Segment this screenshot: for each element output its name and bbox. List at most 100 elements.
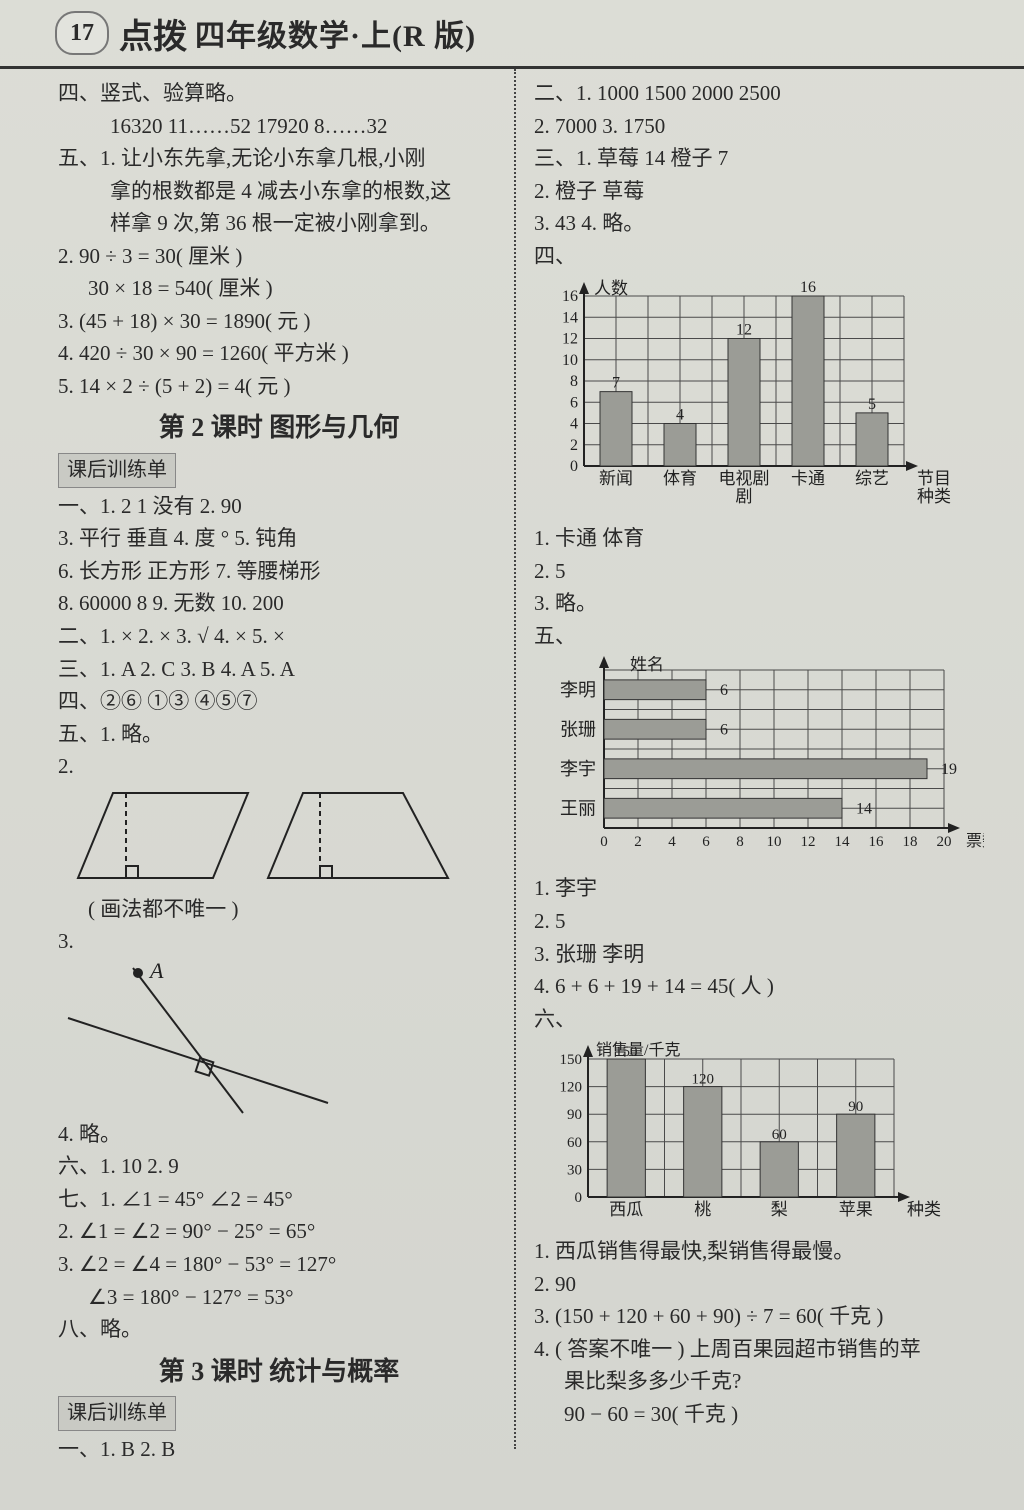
text-line: ∠3 = 180° − 127° = 53° <box>58 1281 500 1314</box>
text-line: 七、1. ∠1 = 45° ∠2 = 45° <box>58 1183 500 1216</box>
shapes-figure <box>58 783 458 893</box>
section-title: 第 3 课时 统计与概率 <box>58 1352 500 1392</box>
text-line: 2. 5 <box>534 555 984 588</box>
text-line: 2. 橙子 草莓 <box>534 175 984 208</box>
svg-text:综艺: 综艺 <box>855 469 889 488</box>
svg-text:8: 8 <box>570 373 578 390</box>
svg-text:12: 12 <box>736 322 752 339</box>
svg-text:10: 10 <box>562 352 578 369</box>
text-line: 3. 平行 垂直 4. 度 ° 5. 钝角 <box>58 522 500 555</box>
svg-text:剧: 剧 <box>736 487 753 506</box>
svg-text:0: 0 <box>570 458 578 475</box>
svg-text:60: 60 <box>567 1135 582 1151</box>
text-line: 五、1. 略。 <box>58 718 500 751</box>
svg-text:6: 6 <box>720 682 728 699</box>
text-line: 8. 60000 8 9. 无数 10. 200 <box>58 587 500 620</box>
svg-text:体育: 体育 <box>663 469 697 488</box>
svg-text:4: 4 <box>676 407 684 424</box>
text-line: 三、1. A 2. C 3. B 4. A 5. A <box>58 653 500 686</box>
text-line: 30 × 18 = 540( 厘米 ) <box>58 272 500 305</box>
svg-text:0: 0 <box>575 1190 583 1206</box>
section-title: 第 2 课时 图形与几何 <box>58 408 500 448</box>
header-title: 四年级数学·上(R 版) <box>195 11 476 55</box>
svg-text:种类: 种类 <box>917 487 951 506</box>
svg-text:种类: 种类 <box>907 1200 941 1219</box>
page-header: 17 点拨 四年级数学·上(R 版) <box>0 0 1024 69</box>
perpendicular-figure: A <box>58 958 358 1118</box>
text-line: 4. ( 答案不唯一 ) 上周百果园超市销售的苹 <box>534 1333 984 1366</box>
text-line: 3. 43 4. 略。 <box>534 207 984 240</box>
text-line: 6. 长方形 正方形 7. 等腰梯形 <box>58 555 500 588</box>
text-line: 90 − 60 = 30( 千克 ) <box>534 1398 984 1431</box>
left-column: 四、竖式、验算略。 16320 11……52 17920 8……32 五、1. … <box>0 69 514 1449</box>
page-number-badge: 17 <box>55 11 109 55</box>
svg-text:卡通: 卡通 <box>791 469 825 488</box>
brand-text: 点拨 <box>119 9 187 58</box>
text-line: 一、1. B 2. B <box>58 1433 500 1466</box>
text-line: 2. 7000 3. 1750 <box>534 110 984 143</box>
svg-text:李明: 李明 <box>560 680 596 700</box>
text-line: 六、 <box>534 1003 984 1036</box>
svg-text:7: 7 <box>612 375 620 392</box>
text-line: 3. <box>58 925 500 958</box>
svg-text:节目: 节目 <box>917 469 951 488</box>
text-line: 四、 <box>534 240 984 273</box>
svg-text:票数: 票数 <box>966 832 984 850</box>
svg-text:6: 6 <box>720 722 728 739</box>
svg-text:姓名: 姓名 <box>630 656 664 674</box>
svg-text:梨: 梨 <box>771 1200 788 1219</box>
text-line: ( 画法都不唯一 ) <box>58 893 500 926</box>
text-line: 1. 卡通 体育 <box>534 522 984 555</box>
svg-text:王丽: 王丽 <box>560 799 596 819</box>
text-line: 2. 90 <box>534 1268 984 1301</box>
svg-text:2: 2 <box>634 834 642 850</box>
svg-text:10: 10 <box>767 834 782 850</box>
text-line: 二、1. 1000 1500 2000 2500 <box>534 77 984 110</box>
svg-text:120: 120 <box>692 1072 715 1088</box>
text-line: 果比梨多多少千克? <box>534 1365 984 1398</box>
svg-text:6: 6 <box>570 395 578 412</box>
text-line: 4. 略。 <box>58 1118 500 1151</box>
text-line: 2. ∠1 = ∠2 = 90° − 25° = 65° <box>58 1215 500 1248</box>
subsection-label: 课后训练单 <box>58 453 176 488</box>
text-line: 拿的根数都是 4 减去小东拿的根数,这 <box>58 175 500 208</box>
text-line: 3. (45 + 18) × 30 = 1890( 元 ) <box>58 305 500 338</box>
svg-text:150: 150 <box>560 1052 583 1068</box>
text-line: 四、竖式、验算略。 <box>58 77 500 110</box>
svg-text:16: 16 <box>800 279 816 296</box>
text-line: 4. 420 ÷ 30 × 90 = 1260( 平方米 ) <box>58 337 500 370</box>
svg-text:电视剧: 电视剧 <box>719 469 770 488</box>
text-line: 3. 略。 <box>534 587 984 620</box>
svg-text:苹果: 苹果 <box>839 1200 873 1219</box>
text-line: 五、1. 让小东先拿,无论小东拿几根,小刚 <box>58 142 500 175</box>
point-a-label: A <box>148 958 164 983</box>
svg-text:8: 8 <box>736 834 744 850</box>
text-line: 1. 李宇 <box>534 872 984 905</box>
svg-text:6: 6 <box>702 834 710 850</box>
text-line: 4. 6 + 6 + 19 + 14 = 45( 人 ) <box>534 970 984 1003</box>
svg-text:16: 16 <box>869 834 885 850</box>
subsection-label: 课后训练单 <box>58 1396 176 1431</box>
text-line: 3. 张珊 李明 <box>534 938 984 971</box>
right-column: 二、1. 1000 1500 2000 2500 2. 7000 3. 1750… <box>514 69 1024 1449</box>
text-line: 八、略。 <box>58 1313 500 1346</box>
svg-text:销售量/千克: 销售量/千克 <box>596 1041 680 1059</box>
text-line: 样拿 9 次,第 36 根一定被小刚拿到。 <box>58 207 500 240</box>
text-line: 3. ∠2 = ∠4 = 180° − 53° = 127° <box>58 1248 500 1281</box>
svg-text:12: 12 <box>562 331 578 348</box>
svg-text:16: 16 <box>562 288 578 305</box>
svg-text:西瓜: 西瓜 <box>609 1200 643 1219</box>
text-line: 3. (150 + 120 + 60 + 90) ÷ 7 = 60( 千克 ) <box>534 1300 984 1333</box>
svg-text:14: 14 <box>856 801 872 818</box>
svg-text:桃: 桃 <box>694 1200 711 1219</box>
svg-text:新闻: 新闻 <box>599 469 633 488</box>
svg-text:0: 0 <box>600 834 608 850</box>
text-line: 六、1. 10 2. 9 <box>58 1150 500 1183</box>
svg-text:12: 12 <box>801 834 816 850</box>
svg-text:30: 30 <box>567 1163 582 1179</box>
svg-text:120: 120 <box>560 1080 583 1096</box>
bar-chart-3: 0306090120150150西瓜120桃60梨90苹果销售量/千克种类 <box>534 1039 984 1229</box>
svg-text:90: 90 <box>567 1107 582 1123</box>
svg-text:5: 5 <box>868 396 876 413</box>
text-line: 2. <box>58 750 500 783</box>
